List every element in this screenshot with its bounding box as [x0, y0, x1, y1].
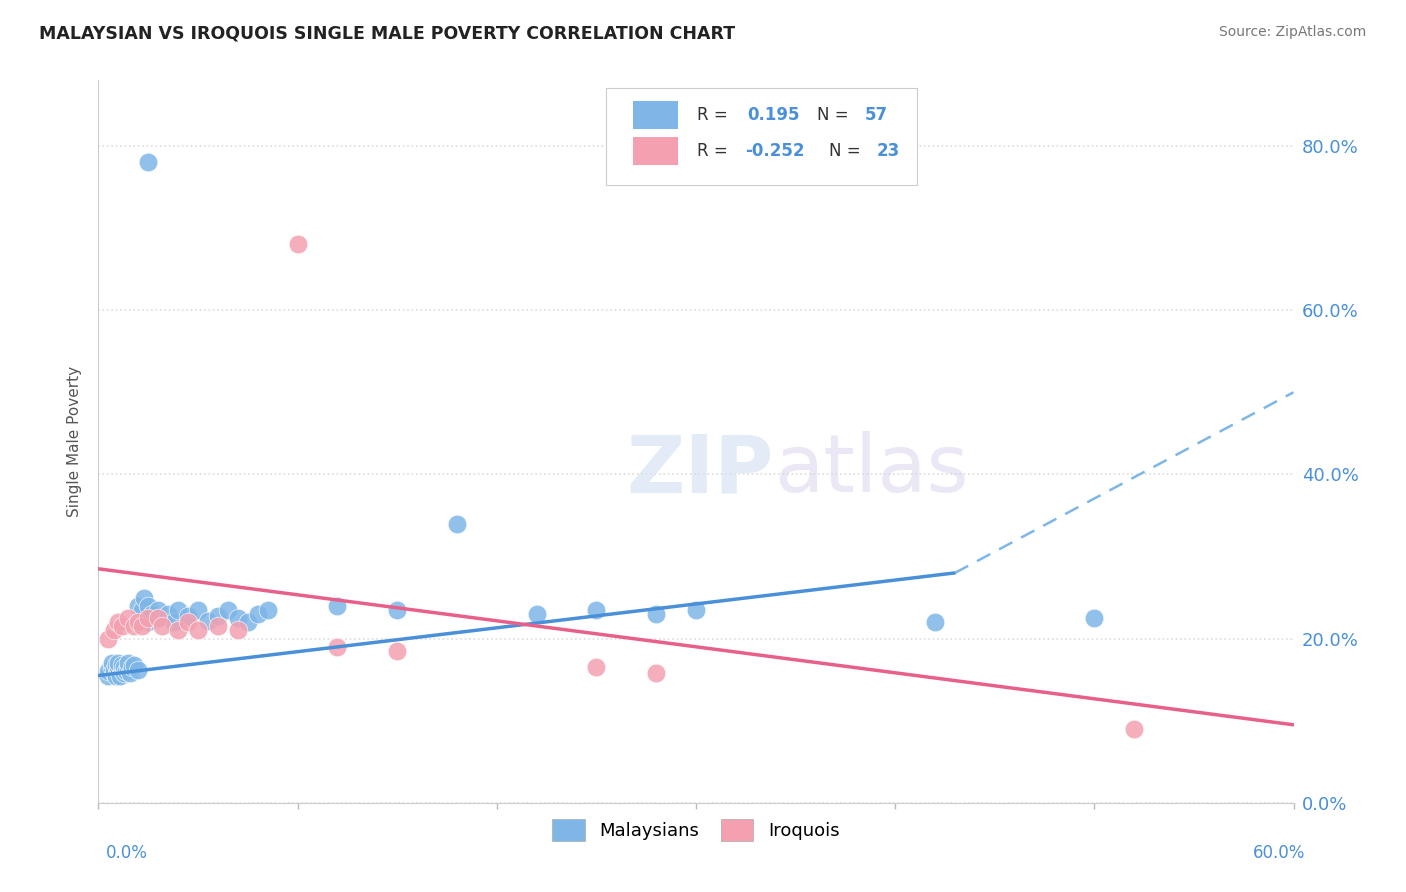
Point [226, 611, 249, 625]
Text: 60.0%: 60.0% [1253, 844, 1305, 862]
Point [120, 666, 142, 681]
Point [111, 657, 134, 672]
Y-axis label: Single Male Poverty: Single Male Poverty [67, 366, 83, 517]
Point [217, 603, 239, 617]
Point [103, 624, 125, 638]
Point [924, 615, 946, 630]
Text: R =: R = [697, 142, 733, 160]
Point [117, 657, 139, 671]
Point [645, 607, 668, 621]
Point [236, 615, 259, 630]
Text: 0.0%: 0.0% [105, 844, 148, 862]
Point [326, 599, 349, 613]
Text: -0.252: -0.252 [745, 142, 804, 160]
Point [645, 666, 668, 681]
Text: 0.195: 0.195 [748, 106, 800, 124]
Point [107, 665, 129, 679]
Point [124, 619, 146, 633]
Point [136, 599, 159, 613]
Point [101, 660, 124, 674]
Point [97, 632, 120, 646]
Point [107, 660, 129, 674]
Point [127, 663, 149, 677]
Point [585, 603, 607, 617]
Point [117, 662, 139, 676]
Point [107, 657, 129, 671]
Legend: Malaysians, Iroquois: Malaysians, Iroquois [546, 812, 846, 848]
Point [385, 603, 409, 617]
FancyBboxPatch shape [633, 137, 678, 165]
Point [110, 668, 132, 682]
FancyBboxPatch shape [633, 101, 678, 128]
Point [136, 611, 159, 625]
Point [163, 615, 186, 630]
Point [526, 607, 548, 621]
Point [103, 663, 125, 677]
Point [167, 624, 190, 638]
Point [226, 624, 249, 638]
Text: 57: 57 [865, 106, 887, 124]
Point [111, 619, 134, 633]
Text: MALAYSIAN VS IROQUOIS SINGLE MALE POVERTY CORRELATION CHART: MALAYSIAN VS IROQUOIS SINGLE MALE POVERT… [39, 25, 735, 43]
Point [124, 657, 146, 672]
Text: N =: N = [817, 106, 853, 124]
Point [1083, 611, 1105, 625]
Point [1123, 722, 1146, 736]
Point [150, 619, 173, 633]
Text: ZIP: ZIP [627, 432, 773, 509]
Point [446, 516, 468, 531]
Point [111, 663, 134, 677]
Point [115, 665, 138, 679]
Point [112, 660, 135, 674]
Point [256, 603, 278, 617]
Point [187, 603, 209, 617]
Point [136, 155, 159, 169]
Point [97, 665, 120, 679]
Point [207, 619, 229, 633]
Point [134, 591, 156, 605]
Point [105, 657, 128, 672]
Point [141, 607, 163, 621]
Text: N =: N = [828, 142, 866, 160]
Point [157, 607, 180, 621]
Point [136, 615, 159, 630]
Point [127, 615, 149, 630]
Point [685, 603, 707, 617]
Point [197, 614, 219, 628]
Point [101, 657, 124, 671]
Text: atlas: atlas [773, 432, 967, 509]
Point [148, 603, 170, 617]
Point [326, 640, 349, 654]
Point [287, 237, 309, 252]
Point [105, 668, 128, 682]
Point [148, 611, 170, 625]
Point [97, 668, 120, 682]
Point [246, 607, 269, 621]
Point [103, 666, 125, 681]
Text: R =: R = [697, 106, 733, 124]
Point [127, 599, 149, 613]
Point [117, 611, 139, 625]
Point [121, 660, 143, 674]
Point [167, 603, 190, 617]
Point [585, 660, 607, 674]
Text: 23: 23 [876, 142, 900, 160]
Point [112, 666, 135, 681]
Point [131, 603, 153, 617]
Point [207, 608, 229, 623]
Point [177, 608, 200, 623]
Point [385, 644, 409, 658]
Point [107, 615, 129, 630]
Point [148, 611, 170, 625]
Point [187, 624, 209, 638]
Point [131, 619, 153, 633]
Point [177, 615, 200, 630]
Text: Source: ZipAtlas.com: Source: ZipAtlas.com [1219, 25, 1367, 39]
FancyBboxPatch shape [606, 87, 917, 185]
